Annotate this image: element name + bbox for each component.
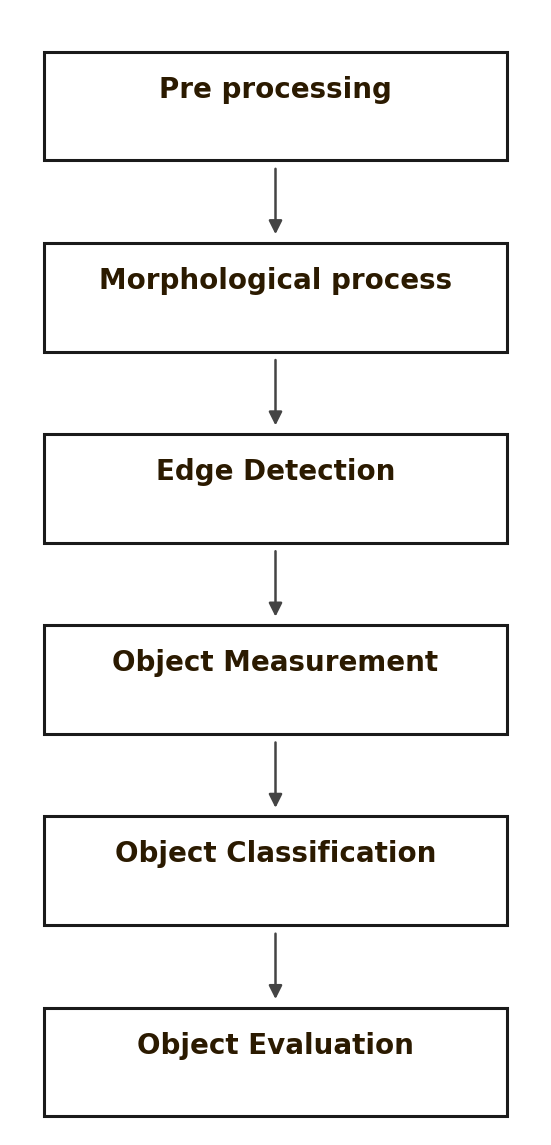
FancyBboxPatch shape: [44, 816, 507, 925]
FancyBboxPatch shape: [44, 243, 507, 352]
Text: Morphological process: Morphological process: [99, 267, 452, 294]
Text: Object Measurement: Object Measurement: [112, 649, 439, 677]
FancyBboxPatch shape: [44, 434, 507, 543]
Text: Object Evaluation: Object Evaluation: [137, 1032, 414, 1059]
Text: Object Classification: Object Classification: [115, 840, 436, 868]
Text: Edge Detection: Edge Detection: [156, 458, 395, 485]
Text: Pre processing: Pre processing: [159, 76, 392, 103]
FancyBboxPatch shape: [44, 1008, 507, 1116]
FancyBboxPatch shape: [44, 625, 507, 734]
FancyBboxPatch shape: [44, 52, 507, 160]
